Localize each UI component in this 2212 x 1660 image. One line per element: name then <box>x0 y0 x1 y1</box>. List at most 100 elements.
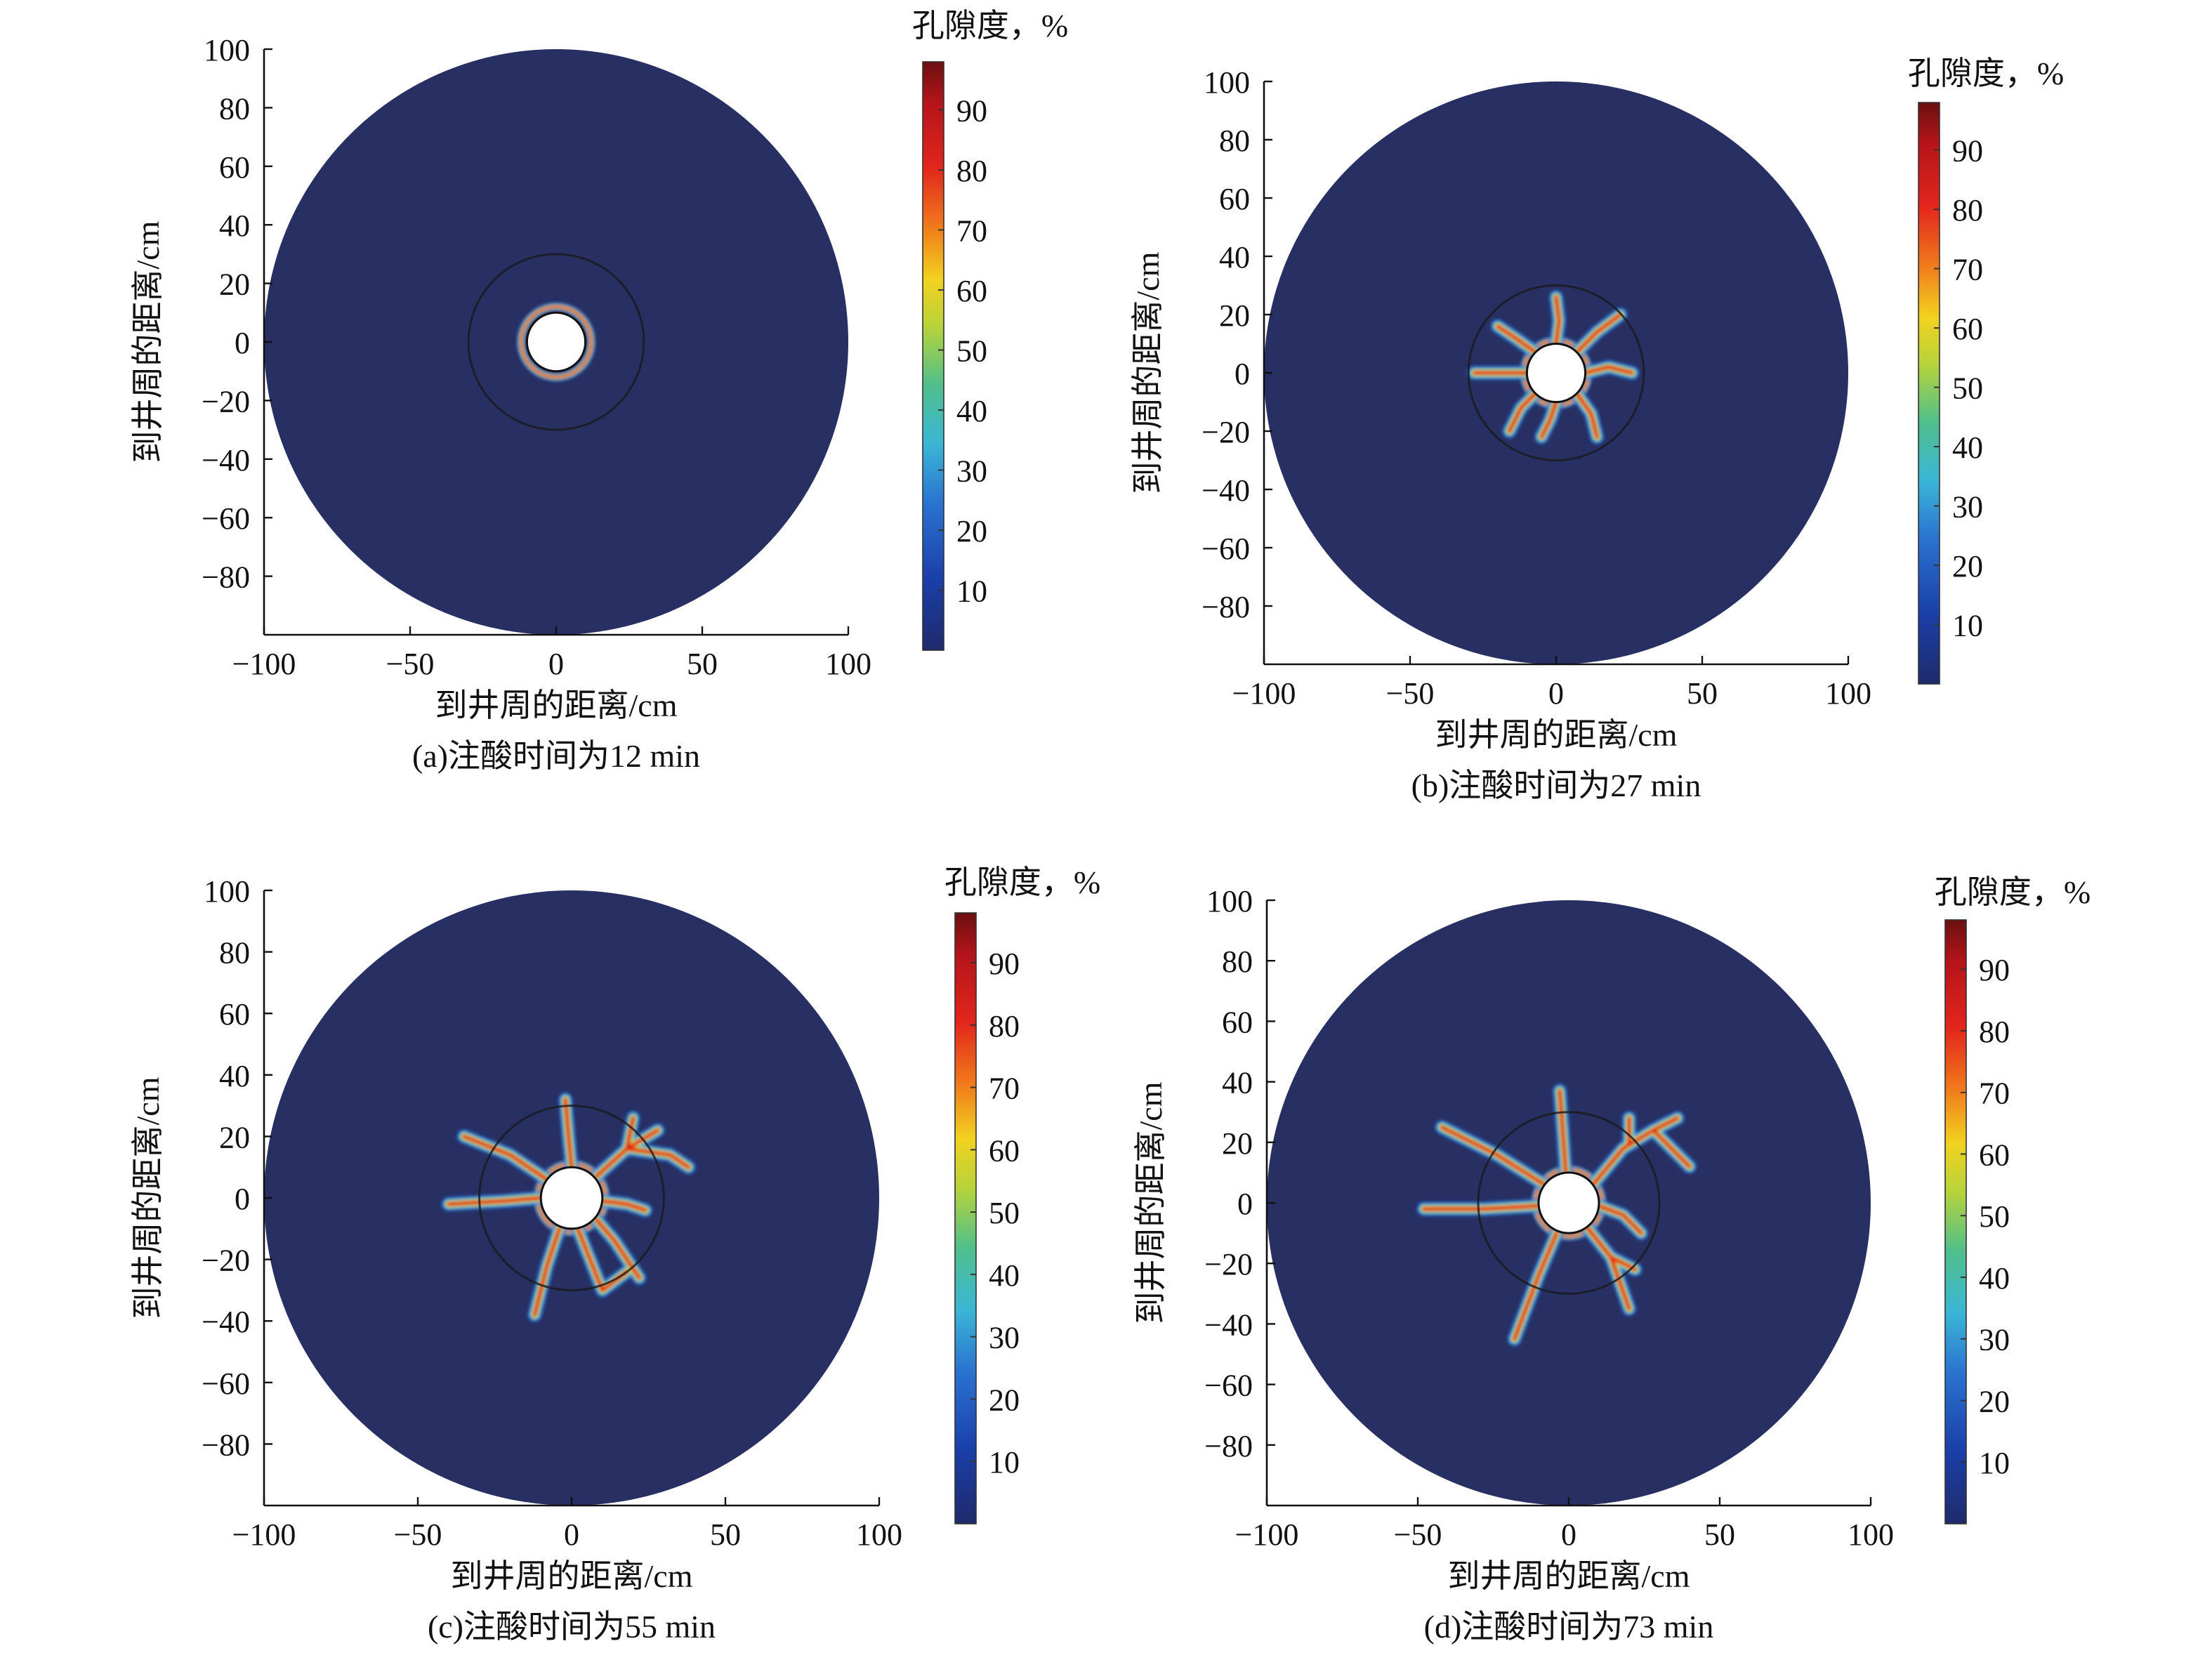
x-tick-label: −100 <box>1235 1517 1299 1552</box>
y-tick-label: −80 <box>202 1428 250 1462</box>
wellbore <box>539 1166 604 1230</box>
panel-b: −100 −50 0 50 100 100 80 60 40 20 0 −20 −40 −60 −80 到井周… <box>1130 55 2064 803</box>
x-tick-label: 100 <box>825 647 871 681</box>
y-tick-label: 60 <box>1219 182 1250 216</box>
colorbar-tick-label: 40 <box>1979 1261 2010 1296</box>
y-tick-label: 40 <box>1219 240 1250 275</box>
x-axis-label: 到井周的距离/cm <box>435 687 678 723</box>
x-tick-label: 0 <box>1548 676 1564 711</box>
colorbar: 孔隙度，% 90 80 70 60 50 40 30 20 10 <box>1935 874 2091 1524</box>
wormhole <box>624 1146 691 1170</box>
y-tick-label: 60 <box>219 997 250 1032</box>
colorbar-tick-label: 30 <box>1979 1323 2010 1357</box>
colorbar-tick-label: 10 <box>1979 1446 2010 1480</box>
wellbore <box>1537 1171 1600 1234</box>
panel-caption: (c)注酸时间为55 min <box>428 1609 716 1645</box>
wormhole <box>1574 312 1623 355</box>
y-axis-label: 到井周的距离/cm <box>130 1076 166 1319</box>
colorbar-tick-label: 90 <box>956 93 987 128</box>
panel-caption: (a)注酸时间为12 min <box>412 738 700 774</box>
colorbar-tick-label: 30 <box>956 454 987 488</box>
colorbar-tick-label: 40 <box>1952 430 1983 465</box>
reference-ring <box>1467 284 1645 461</box>
wormhole <box>594 1217 642 1280</box>
colorbar-tick-label: 50 <box>989 1196 1020 1230</box>
colorbar-gradient <box>922 61 944 651</box>
y-tick-label: 60 <box>219 150 250 185</box>
colorbar-tick-label: 80 <box>956 154 987 188</box>
y-tick-label: −80 <box>202 560 250 595</box>
y-tick-label: 0 <box>235 1182 250 1216</box>
wormhole <box>1495 324 1538 355</box>
colorbar-tick-label: 60 <box>956 274 987 308</box>
x-tick-label: 0 <box>548 647 564 681</box>
y-tick-label: −60 <box>1204 1369 1253 1403</box>
y-tick-label: 80 <box>219 936 250 970</box>
wormholes <box>1467 290 1640 444</box>
colorbar-tick-label: 50 <box>1979 1199 2010 1234</box>
wormhole <box>1591 1128 1692 1187</box>
wormhole <box>1539 400 1558 440</box>
wormhole <box>1597 1204 1644 1236</box>
y-tick-label: 0 <box>235 326 250 360</box>
wormholes <box>517 302 595 382</box>
y-tick-label: −60 <box>202 1366 250 1401</box>
y-tick-label: −80 <box>1202 590 1250 624</box>
colorbar-tick-label: 90 <box>1952 134 1983 169</box>
colorbar-gradient <box>954 912 977 1524</box>
colorbar-tick-label: 50 <box>956 334 987 368</box>
x-tick-label: 0 <box>564 1517 579 1552</box>
wormhole <box>1507 391 1538 433</box>
colorbar-tick-label: 60 <box>1952 312 1983 346</box>
colorbar-tick-label: 70 <box>956 213 987 248</box>
y-tick-label: 100 <box>1206 884 1253 918</box>
x-tick-label: 50 <box>1687 676 1718 711</box>
colorbar-tick-label: 70 <box>989 1072 1020 1106</box>
y-tick-label: 0 <box>1237 1187 1253 1221</box>
x-axis-label: 到井周的距离/cm <box>1435 717 1678 753</box>
reference-ring <box>1477 1111 1661 1295</box>
panel-a: −100 −50 0 50 100 100 80 60 40 20 0 −20 −40 −60 −80 到井周… <box>130 8 1068 774</box>
reference-ring <box>467 253 645 431</box>
wormhole <box>1512 1231 1559 1341</box>
y-axis-label: 到井周的距离/cm <box>1133 1081 1168 1324</box>
colorbar-tick-label: 20 <box>989 1383 1020 1417</box>
x-tick-label: 50 <box>1704 1517 1735 1552</box>
y-tick-label: −20 <box>1202 415 1250 449</box>
x-axis-label: 到井周的距离/cm <box>1448 1558 1690 1594</box>
wormhole <box>532 1226 562 1317</box>
y-tick-label: 60 <box>1222 1005 1253 1039</box>
y-tick-label: 80 <box>1219 124 1250 158</box>
y-tick-label: −60 <box>202 501 250 536</box>
colorbar-tick-label: 10 <box>1952 609 1983 643</box>
colorbar-gradient <box>1918 102 1940 685</box>
colorbar-tick-label: 40 <box>989 1258 1020 1293</box>
colorbar-tick-label: 30 <box>989 1321 1020 1355</box>
panel-caption: (d)注酸时间为73 min <box>1424 1609 1714 1645</box>
x-tick-label: 50 <box>687 647 718 681</box>
y-tick-label: 100 <box>204 874 250 909</box>
wormhole <box>600 1199 648 1213</box>
colorbar-tick-label: 90 <box>1979 953 2010 987</box>
colorbar-tick-label: 20 <box>1979 1384 2010 1418</box>
x-tick-label: −100 <box>232 647 296 681</box>
colorbar-tick-label: 90 <box>989 947 1020 981</box>
y-tick-label: 100 <box>204 33 250 67</box>
y-axis-label: 到井周的距离/cm <box>1130 251 1166 494</box>
colorbar-tick-label: 70 <box>1952 253 1983 287</box>
panel-c: −100 −50 0 50 100 100 80 60 40 20 0 −20 −40 −60 −80 到井周… <box>130 864 1100 1645</box>
colorbar: 孔隙度，% 90 80 70 60 50 40 30 20 10 <box>1908 55 2064 685</box>
y-tick-label: −60 <box>1202 532 1250 566</box>
wormholes <box>1416 1083 1697 1346</box>
colorbar: 孔隙度，% 90 80 70 60 50 40 30 20 10 <box>944 864 1100 1524</box>
colorbar-tick-label: 40 <box>956 394 987 428</box>
y-tick-label: −20 <box>1204 1247 1253 1282</box>
wormhole <box>1421 1204 1541 1211</box>
y-tick-label: −20 <box>202 1244 250 1278</box>
x-tick-label: 50 <box>710 1517 741 1552</box>
wormhole <box>1574 391 1600 440</box>
wormhole <box>563 1097 574 1170</box>
wormholes <box>441 1092 696 1322</box>
y-tick-label: 40 <box>219 1059 250 1093</box>
